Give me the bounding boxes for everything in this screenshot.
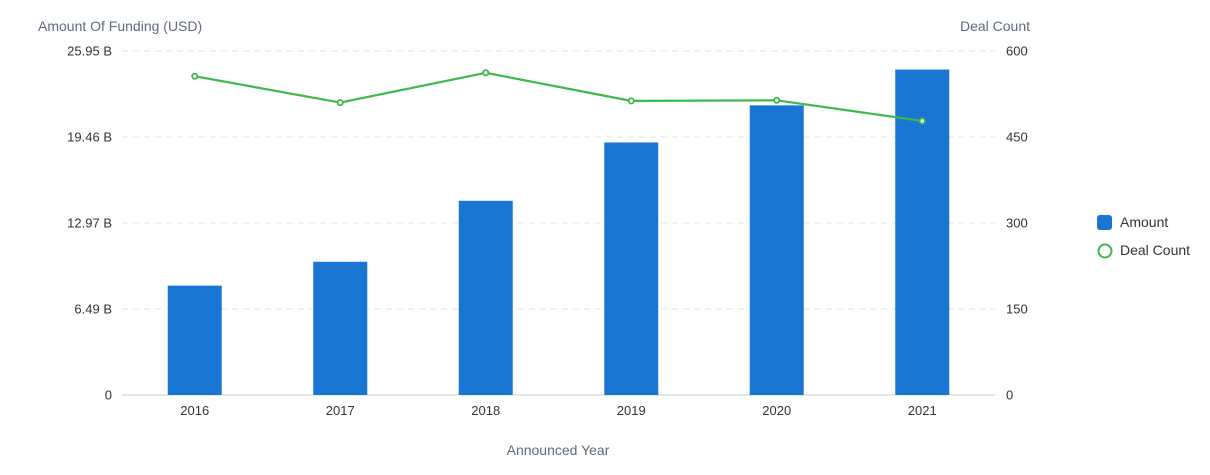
x-tick-label: 2020 xyxy=(762,403,791,418)
bar-amount xyxy=(168,286,222,395)
bar-amount xyxy=(313,262,367,395)
x-tick-label: 2018 xyxy=(471,403,500,418)
x-tick-label: 2019 xyxy=(617,403,646,418)
legend-amount-swatch xyxy=(1097,215,1112,230)
deal-count-polyline xyxy=(195,73,923,121)
deal-count-point xyxy=(774,98,779,103)
legend[interactable]: Amount Deal Count xyxy=(1097,214,1190,258)
y-tick-label: 6.49 B xyxy=(74,302,112,317)
legend-item-amount[interactable]: Amount xyxy=(1097,214,1168,230)
y-tick-label: 25.95 B xyxy=(67,44,112,59)
legend-item-deal-count[interactable]: Deal Count xyxy=(1099,242,1191,258)
y-tick-label: 0 xyxy=(105,388,112,403)
bar-amount xyxy=(604,142,658,395)
legend-deal-count-marker xyxy=(1099,245,1112,258)
x-axis-title: Announced Year xyxy=(507,442,610,458)
deal-count-point xyxy=(338,100,343,105)
deal-count-point xyxy=(629,98,634,103)
x-tick-label: 2021 xyxy=(908,403,937,418)
y2-tick-label: 150 xyxy=(1006,302,1028,317)
y2-tick-label: 450 xyxy=(1006,130,1028,145)
y2-tick-label: 0 xyxy=(1006,388,1013,403)
y-tick-label: 19.46 B xyxy=(67,130,112,145)
x-tick-label: 2016 xyxy=(180,403,209,418)
y2-tick-label: 600 xyxy=(1006,44,1028,59)
x-tick-label: 2017 xyxy=(326,403,355,418)
deal-count-point xyxy=(483,70,488,75)
bar-amount xyxy=(459,201,513,395)
y-tick-label: 12.97 B xyxy=(67,216,112,231)
grid-lines xyxy=(122,51,995,395)
deal-count-point xyxy=(920,118,925,123)
y-axis-title: Amount Of Funding (USD) xyxy=(38,18,202,34)
legend-deal-count-label: Deal Count xyxy=(1120,242,1190,258)
legend-amount-label: Amount xyxy=(1120,214,1168,230)
y2-tick-label: 300 xyxy=(1006,216,1028,231)
deal-count-line xyxy=(192,70,925,123)
deal-count-point xyxy=(192,74,197,79)
amount-bars xyxy=(168,70,950,395)
y2-axis-title: Deal Count xyxy=(960,18,1030,34)
bar-amount xyxy=(750,105,804,395)
